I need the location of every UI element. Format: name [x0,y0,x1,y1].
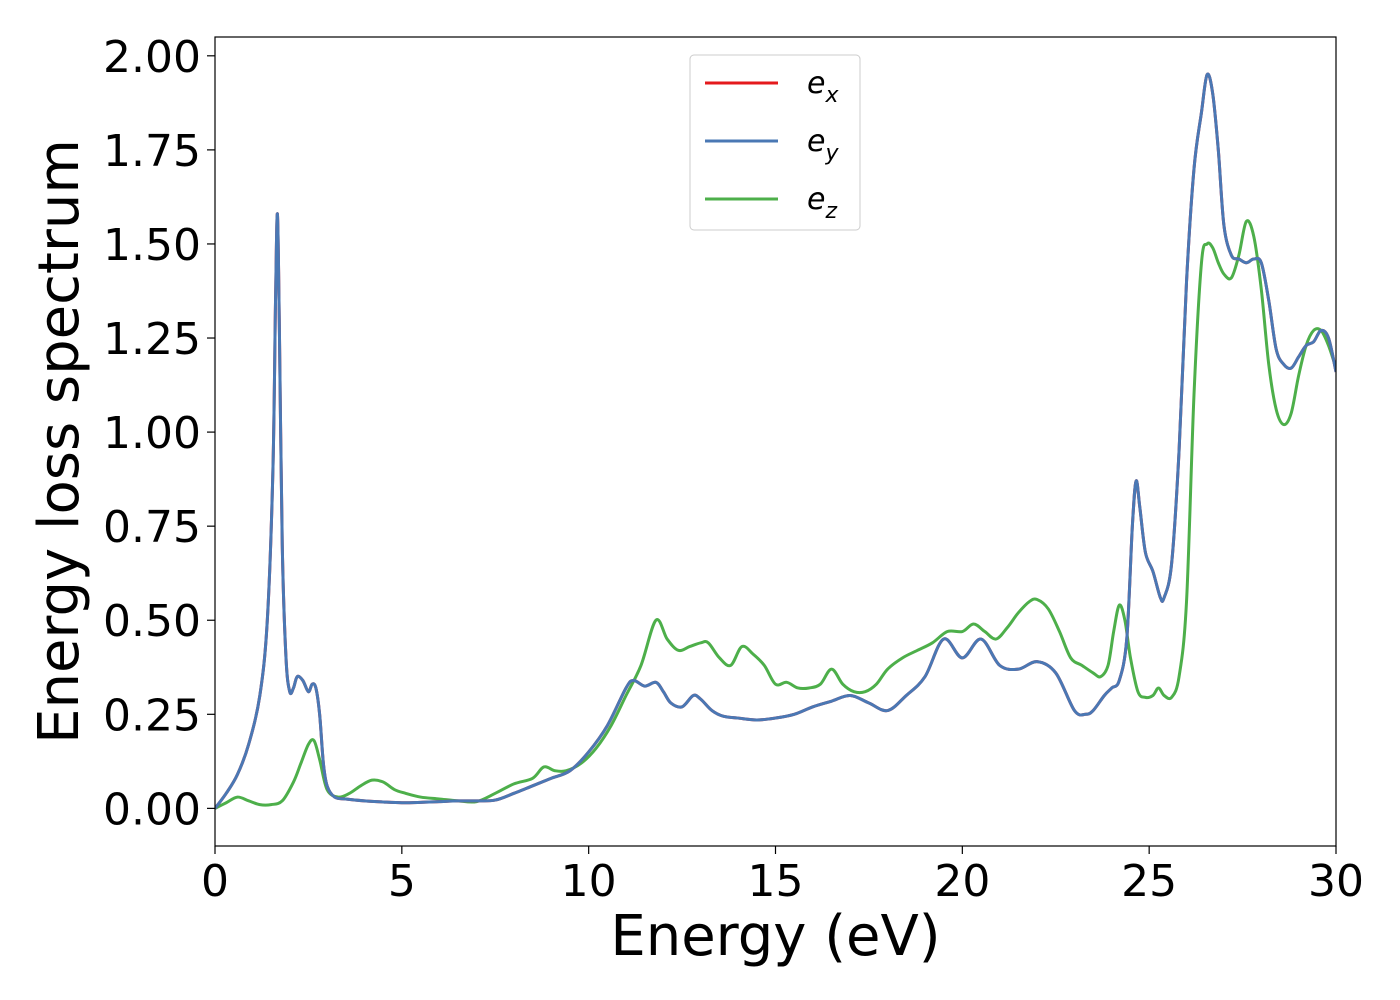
x-tick-label: 15 [748,856,804,907]
series-layer [215,72,1336,810]
y-tick-label: 0.50 [103,596,201,647]
series-line-ez [215,219,1336,810]
series-line-ey [215,72,1336,810]
y-tick-label: 1.00 [103,408,201,459]
y-tick-label: 2.00 [103,32,201,83]
x-tick-label: 30 [1308,856,1364,907]
y-tick-label: 1.75 [103,126,201,177]
y-axis-label: Energy loss spectrum [27,139,92,744]
y-tick-label: 1.50 [103,220,201,271]
x-axis-label: Energy (eV) [610,904,940,969]
x-tick-label: 20 [934,856,990,907]
y-axis: 0.00 0.25 0.50 0.75 1.00 1.25 1.50 1.75 2.00 [103,32,215,835]
y-tick-label: 0.25 [103,690,201,741]
x-tick-label: 5 [388,856,416,907]
legend-subscript: x [824,83,839,108]
x-tick-label: 25 [1121,856,1177,907]
legend-subscript: z [824,199,837,224]
y-tick-label: 1.25 [103,314,201,365]
legend-subscript: y [824,141,839,166]
x-tick-label: 0 [201,856,229,907]
y-tick-label: 0.00 [103,784,201,835]
x-tick-label: 10 [561,856,617,907]
y-tick-label: 0.75 [103,502,201,553]
x-axis: 0 5 10 15 20 25 30 [201,846,1364,907]
